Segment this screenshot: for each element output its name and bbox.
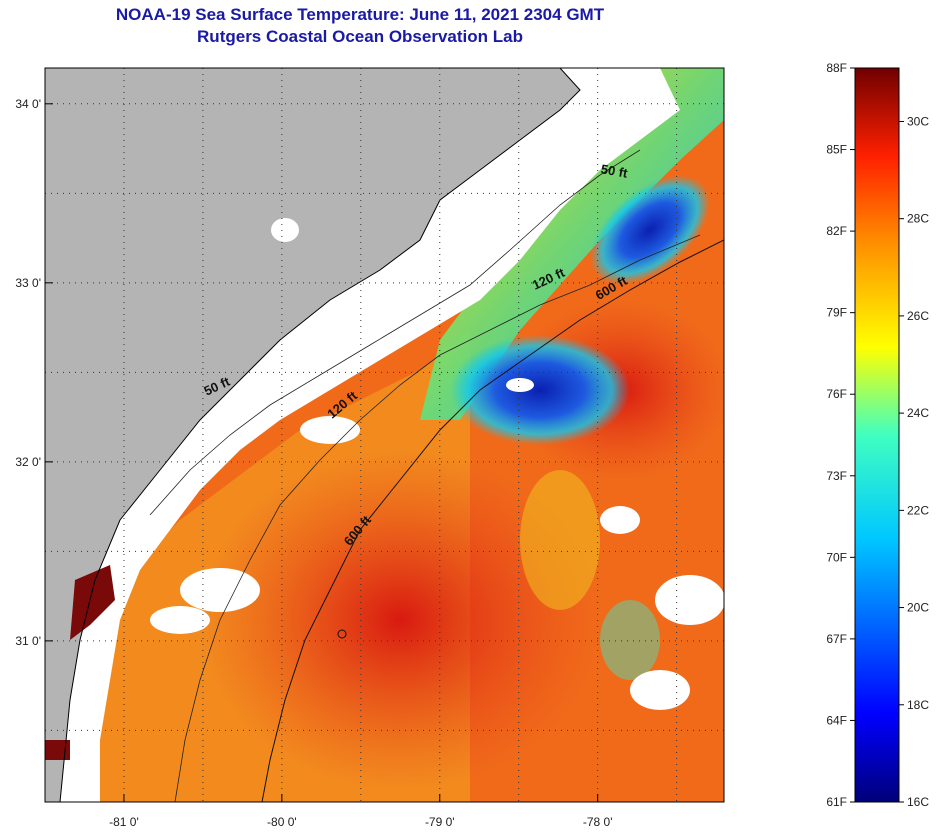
colorbar-label-f: 70F [826,550,847,564]
cloud-patch [150,606,210,634]
contour-label: 50 ft [600,161,630,181]
cloud-patch [506,378,534,392]
cold-streak [590,175,710,285]
colorbar-label-f: 67F [826,632,847,646]
warm-filament [520,470,600,610]
cloud-patch [630,670,690,710]
cloud-patch [655,575,724,625]
colorbar-label-f: 88F [826,61,847,75]
lon-tick-label: -81 0' [109,815,139,829]
colorbar-label-f: 76F [826,387,847,401]
lat-tick-label: 33 0' [15,276,41,290]
cool-filament [600,600,660,680]
cold-patch [450,335,630,445]
colorbar-label-f: 79F [826,306,847,320]
colorbar-label-c: 20C [907,601,929,615]
colorbar-label-c: 26C [907,309,929,323]
coastal-missing-band [60,68,680,802]
cloud-patch [271,218,299,242]
colorbar-label-c: 18C [907,698,929,712]
colorbar-labels: 88F 85F 82F 79F 76F 73F 70F 67F 64F 61F 30C 28C 26C 2… [826,61,929,809]
colorbar-label-c: 22C [907,503,929,517]
map-subtitle: Rutgers Coastal Ocean Observation Lab [197,27,523,46]
map-frame [44,67,725,803]
axis-ticks: -81 0' -80 0' -79 0' -78 0' 34 0' 33 0' 32 0' 3… [15,97,612,829]
isobath-50ft [149,149,641,516]
coastline [59,68,581,802]
warm-estuary [70,565,115,640]
lon-tick-label: -79 0' [425,815,455,829]
map-title: NOAA-19 Sea Surface Temperature: June 11… [115,5,605,24]
colorbar-label-f: 61F [826,795,847,809]
warm-estuary [45,740,70,760]
graticule [45,68,724,802]
cool-shelf-water [420,68,724,420]
cloud-patch [180,568,260,612]
lon-tick-label: -80 0' [267,815,297,829]
hot-core [200,450,600,790]
isobath-600ft [261,239,724,802]
lat-tick-label: 32 0' [15,455,41,469]
lat-tick-label: 34 0' [15,97,41,111]
land [45,68,580,802]
colorbar-label-c: 30C [907,114,929,128]
colorbar-label-c: 24C [907,406,929,420]
lon-tick-label: -78 0' [583,815,613,829]
cloud-patch [600,506,640,534]
colorbar-label-f: 73F [826,469,847,483]
isobath-120ft [174,234,701,802]
cloud-patch [300,416,360,444]
colorbar-scale [854,67,900,803]
buoy-marker [337,629,347,639]
colorbar-label-f: 85F [826,143,847,157]
colorbar-label-c: 16C [907,795,929,809]
lat-tick-label: 31 0' [15,634,41,648]
colorbar-label-c: 28C [907,212,929,226]
colorbar-label-f: 64F [826,713,847,727]
colorbar-label-f: 82F [826,224,847,238]
